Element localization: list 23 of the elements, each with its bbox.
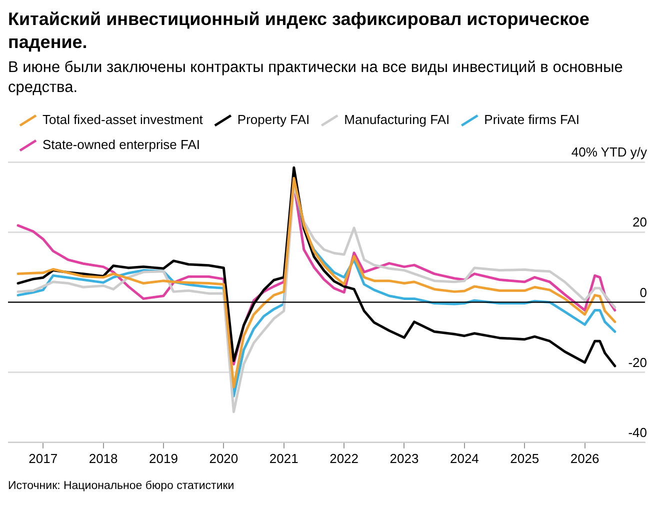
y-tick-label: 0 [640,284,647,300]
x-tick-label: 2026 [570,450,600,466]
x-tick-label: 2025 [510,450,540,466]
x-tick-label: 2018 [88,450,118,466]
y-tick-label: -20 [628,354,647,370]
x-tick-label: 2022 [330,450,359,466]
x-tick-label: 2023 [390,450,419,466]
x-tick-label: 2024 [450,450,479,466]
y-tick-label: -40 [628,424,647,440]
x-tick-label: 2019 [149,450,178,466]
chart-title: Китайский инвестиционный индекс зафиксировал историческое падение. [8,8,590,54]
legend-label: Total fixed-asset investment [42,112,204,128]
y-tick-label: 40% YTD y/y [571,144,648,160]
legend-label: Manufacturing FAI [344,112,450,128]
text: Источник: Национальное бюро статистики [8,480,236,492]
y-tick-label: 20 [632,214,647,230]
x-tick-label: 2021 [269,450,298,466]
legend-label: State-owned enterprise FAI [42,137,200,152]
legend-label: Property FAI [237,112,310,128]
x-tick-label: 2020 [209,450,238,466]
x-tick-label: 2017 [28,450,58,466]
chart-subtitle: В июне были заключены контракты практически на все виды инвестиций в основные средства. [8,58,624,98]
legend-label: Private firms FAI [484,112,580,128]
